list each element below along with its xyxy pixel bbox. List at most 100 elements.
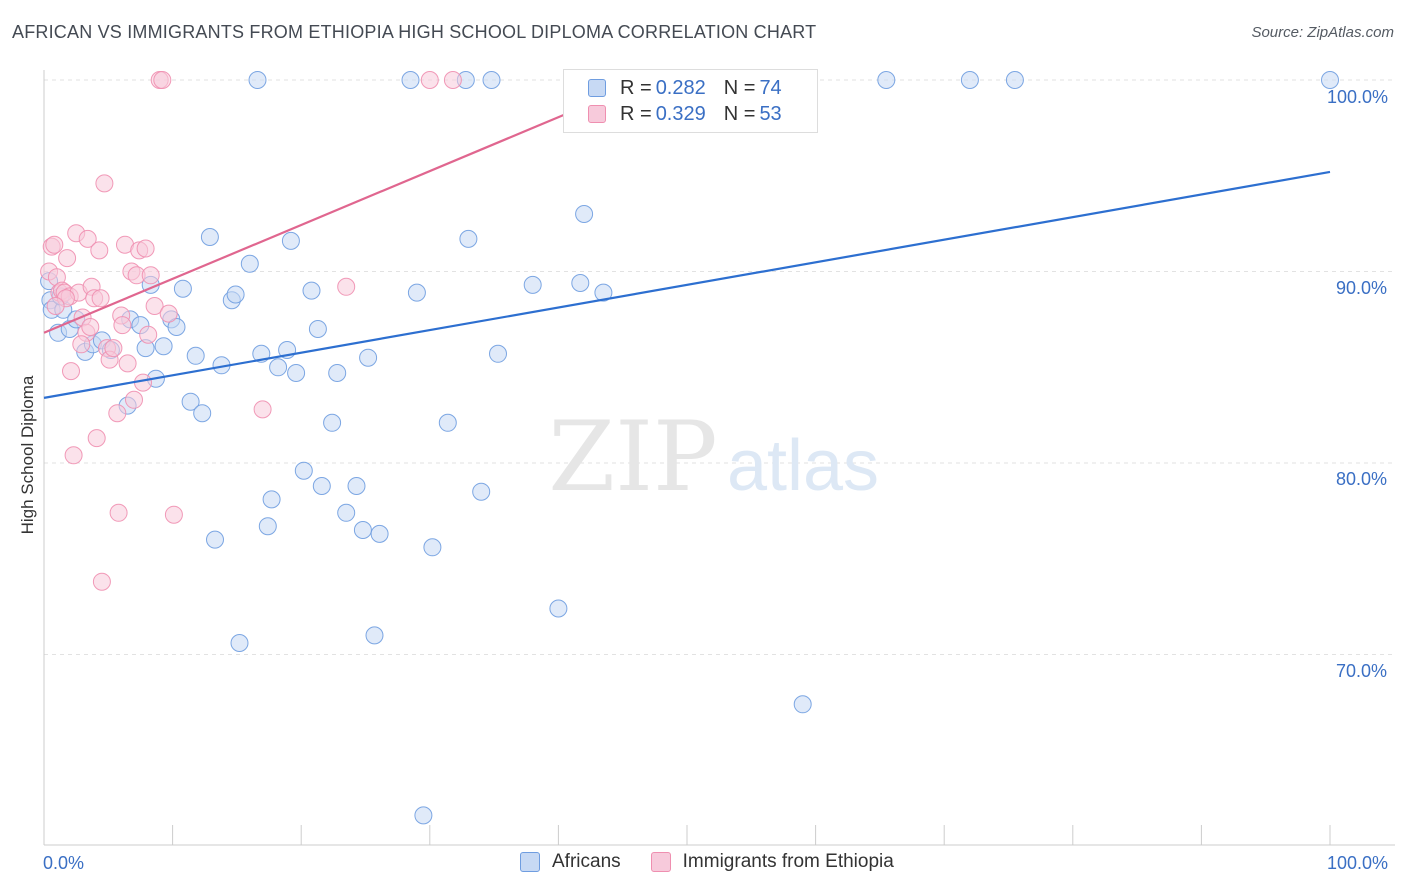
legend-row-africans: R = 0.282 N = 74 (588, 76, 782, 100)
point-africans (793, 695, 812, 714)
point-ethiopia (139, 325, 158, 344)
data-points (40, 71, 1339, 825)
legend-swatch-ethiopia (588, 105, 606, 123)
n-label: N = (723, 76, 756, 99)
point-africans (337, 503, 356, 522)
point-africans (258, 517, 277, 536)
series-legend: Africans Immigrants from Ethiopia (520, 851, 924, 873)
point-africans (226, 285, 245, 304)
point-africans (206, 530, 224, 549)
point-ethiopia (81, 318, 100, 336)
point-ethiopia (95, 174, 114, 193)
x-tick-label-max: 100.0% (1327, 853, 1389, 873)
point-africans (281, 231, 300, 250)
legend-swatch-ethiopia (650, 852, 671, 872)
y-tick-label-80: 80.0% (1336, 469, 1388, 489)
legend-item-africans[interactable]: Africans (520, 851, 621, 873)
point-ethiopia (337, 277, 356, 296)
n-value: 53 (759, 102, 782, 125)
point-ethiopia (113, 316, 132, 335)
r-label: R = (620, 102, 652, 125)
trend-line-africans (43, 170, 1331, 399)
point-ethiopia (108, 404, 127, 423)
point-africans (328, 364, 347, 382)
point-africans (347, 477, 366, 495)
legend-label-africans: Africans (552, 851, 621, 872)
point-africans (308, 320, 327, 338)
point-africans (312, 477, 331, 495)
n-label: N = (723, 102, 756, 125)
y-tick-label-90: 90.0% (1336, 278, 1388, 298)
legend-swatch-africans (588, 79, 606, 97)
legend-item-ethiopia[interactable]: Immigrants from Ethiopia (650, 851, 894, 873)
point-ethiopia (104, 339, 123, 358)
point-africans (365, 626, 384, 645)
point-africans (359, 348, 378, 367)
legend-row-ethiopia: R = 0.329 N = 53 (588, 102, 782, 126)
point-africans (302, 281, 321, 300)
point-ethiopia (136, 239, 155, 258)
source-label: Source: ZipAtlas.com (1251, 24, 1394, 41)
point-ethiopia (118, 354, 137, 373)
point-ethiopia (62, 362, 80, 381)
point-africans (262, 490, 281, 509)
point-ethiopia (159, 304, 178, 323)
point-africans (438, 413, 457, 432)
point-ethiopia (90, 241, 109, 260)
point-africans (877, 71, 896, 89)
point-ethiopia (253, 400, 272, 419)
r-value: 0.282 (655, 76, 706, 99)
y-tick-label-70: 70.0% (1336, 661, 1388, 681)
point-africans (489, 344, 507, 363)
y-axis-label: High School Diploma (18, 375, 37, 535)
gridlines (44, 79, 1395, 655)
point-africans (1005, 71, 1024, 89)
r-label: R = (620, 76, 652, 99)
point-africans (193, 404, 212, 423)
point-ethiopia (87, 429, 106, 448)
point-africans (407, 283, 426, 302)
point-africans (571, 274, 590, 292)
point-africans (240, 254, 259, 273)
point-africans (401, 71, 420, 89)
point-ethiopia (64, 446, 83, 465)
watermark: ZIP atlas (548, 401, 879, 513)
point-africans (523, 275, 542, 294)
point-africans (230, 634, 249, 652)
point-ethiopia (141, 266, 160, 285)
point-ethiopia (145, 297, 164, 315)
point-africans (414, 806, 433, 825)
point-ethiopia (78, 229, 97, 248)
point-africans (1321, 71, 1339, 89)
point-africans (482, 71, 501, 89)
point-africans (287, 364, 306, 382)
point-africans (173, 279, 192, 298)
stats-legend: R = 0.282 N = 74 R = 0.329 N = 53 (563, 69, 818, 133)
point-ethiopia (443, 71, 462, 89)
watermark-zip: ZIP (548, 401, 717, 513)
watermark-atlas: atlas (727, 426, 879, 506)
point-africans (323, 413, 342, 432)
legend-label-ethiopia: Immigrants from Ethiopia (682, 851, 894, 872)
point-africans (549, 599, 568, 618)
point-ethiopia (92, 572, 111, 591)
trend-line-ethiopia (43, 113, 566, 334)
point-africans (181, 392, 200, 411)
n-value: 74 (759, 76, 782, 99)
y-tick-label-100: 100.0% (1327, 87, 1389, 107)
x-tick-label-min: 0.0% (43, 853, 85, 873)
point-africans (459, 229, 478, 248)
r-value: 0.329 (655, 102, 706, 125)
point-ethiopia (109, 503, 128, 522)
chart-title: AFRICAN VS IMMIGRANTS FROM ETHIOPIA HIGH… (12, 22, 817, 42)
point-africans (353, 521, 372, 539)
point-ethiopia (125, 390, 143, 409)
point-ethiopia (420, 71, 439, 89)
point-africans (575, 205, 594, 223)
point-africans (269, 358, 288, 377)
point-ethiopia (91, 289, 110, 308)
point-africans (370, 524, 389, 543)
point-ethiopia (58, 249, 77, 268)
point-africans (186, 346, 205, 365)
